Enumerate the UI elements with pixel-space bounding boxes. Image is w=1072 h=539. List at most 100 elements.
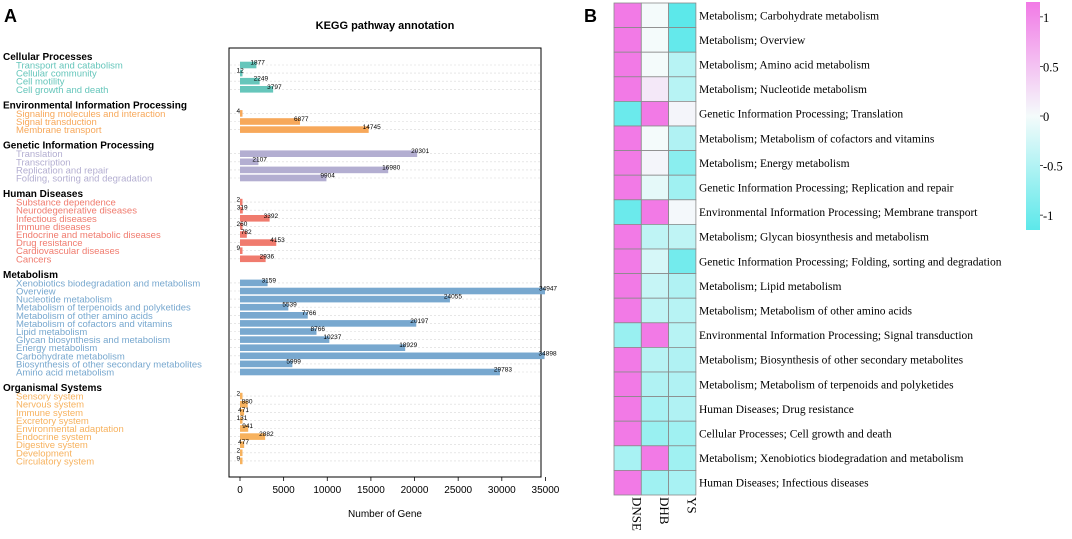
category-label: Biosynthesis of other secondary metaboli…	[16, 359, 202, 370]
heatmap-row-labels: Metabolism; Carbohydrate metabolism Metab…	[699, 10, 1002, 489]
category-label: Cellular community	[16, 69, 97, 80]
heatmap-cell	[668, 248, 697, 275]
bar-value-label: 12	[237, 68, 245, 75]
bar	[240, 409, 245, 416]
colorbar-tick-label: 0.5	[1043, 60, 1059, 74]
heatmap-row-label: Genetic Information Processing; Translat…	[699, 109, 903, 121]
colorbar	[1026, 2, 1040, 230]
category-label: Infectious diseases	[16, 214, 97, 225]
heatmap-cell	[668, 27, 697, 53]
heatmap-cell	[640, 297, 669, 324]
category-label: Translation	[16, 149, 63, 160]
heatmap-cell	[613, 346, 642, 373]
category-label: Circulatory system	[16, 456, 94, 467]
heatmap-cell	[640, 469, 669, 496]
category-label: Substance dependence	[16, 198, 116, 209]
heatmap-cell	[613, 2, 642, 29]
bar	[240, 247, 243, 254]
heatmap-cell	[668, 223, 697, 250]
category-label: Overview	[16, 287, 56, 298]
bar	[240, 215, 270, 222]
heatmap-cell	[668, 2, 697, 29]
heatmap-cell	[613, 223, 642, 250]
heatmap-row-label: Metabolism; Energy metabolism	[699, 158, 850, 170]
plot-frame	[228, 47, 542, 478]
bar-series: 1877122249379746877147452030121071698099…	[237, 60, 557, 465]
category-label: Signal transduction	[16, 117, 97, 128]
x-tick-label: 0	[237, 485, 243, 496]
bar-value-label: 4	[237, 108, 241, 115]
bar-value-label: 9	[237, 455, 241, 462]
panel-b-label: B	[584, 6, 597, 26]
category-label: Transcription	[16, 157, 71, 168]
heatmap-cell	[613, 174, 642, 201]
bar	[240, 344, 406, 351]
bar	[240, 449, 243, 457]
bar	[240, 77, 260, 85]
heatmap-cell	[640, 51, 669, 78]
bar-value-label: 2107	[252, 156, 267, 163]
bar	[240, 312, 308, 319]
heatmap-cell	[668, 297, 697, 324]
heatmap-row-label: Metabolism; Xenobiotics biodegradation a…	[699, 453, 964, 465]
bar	[240, 303, 289, 311]
heatmap-cell	[640, 420, 669, 447]
bar-value-label: 477	[238, 439, 249, 446]
heatmap-cell	[613, 297, 642, 324]
colorbar-tick-label: 1	[1043, 11, 1049, 25]
colorbar-tick-label: -0.5	[1043, 160, 1063, 174]
bar	[240, 360, 293, 368]
category-label: Development	[16, 448, 72, 459]
bar	[240, 231, 247, 238]
heatmap-cell	[613, 322, 642, 348]
heatmap-row-label: Metabolism; Overview	[699, 35, 806, 47]
heatmap-cell	[640, 199, 669, 225]
heatmap-column-label: DNSE	[630, 497, 645, 531]
bar-value-label: 6877	[294, 116, 309, 123]
category-label: Amino acid metabolism	[16, 368, 114, 379]
heatmap-cell	[640, 27, 669, 53]
bar-value-label: 5539	[282, 302, 297, 309]
group-heading: Cellular Processes	[3, 52, 93, 63]
heatmap-row-label: Metabolism; Carbohydrate metabolism	[699, 10, 879, 22]
heatmap-cell	[668, 273, 697, 299]
bar	[240, 118, 301, 125]
heatmap-cell	[640, 396, 669, 422]
heatmap-cells	[613, 2, 697, 496]
heatmap-cell	[613, 101, 642, 127]
category-label: Cell motility	[16, 77, 65, 88]
category-label: Drug resistance	[16, 238, 83, 249]
heatmap-row-label: Metabolism; Amino acid metabolism	[699, 60, 870, 72]
bar-value-label: 2	[237, 197, 241, 204]
bar-value-label: 18929	[399, 342, 417, 349]
category-label: Transport and catabolism	[16, 61, 123, 72]
bar-value-label: 3797	[267, 84, 282, 91]
bar-value-label: 4153	[270, 237, 285, 244]
bar-value-label: 20197	[410, 318, 428, 325]
bar-value-label: 2249	[254, 76, 269, 83]
heatmap-cell	[613, 51, 642, 78]
heatmap-cell	[613, 469, 642, 496]
category-label: Immune diseases	[16, 222, 91, 233]
heatmap-cell	[668, 51, 697, 78]
colorbar-ticks: 1 0.5 0 -0.5 -1	[1040, 11, 1063, 223]
heatmap-row-label: Metabolism; Biosynthesis of other second…	[699, 355, 964, 367]
category-label: Replication and repair	[16, 165, 108, 176]
bar-value-label: 5999	[286, 358, 301, 365]
category-label: Metabolism of terpenoids and polyketides	[16, 303, 191, 314]
bar	[240, 352, 545, 360]
category-label: Endocrine system	[16, 432, 92, 443]
category-label: Cancers	[16, 254, 52, 265]
heatmap-cell	[668, 125, 697, 152]
bar	[240, 61, 257, 69]
category-label: Folding, sorting and degradation	[16, 174, 152, 185]
heatmap-cell	[613, 27, 642, 53]
heatmap-row-label: Genetic Information Processing; Folding,…	[699, 256, 1002, 268]
heatmap-cell	[613, 76, 642, 102]
heatmap-cell	[668, 76, 697, 102]
heatmap-cell	[668, 445, 697, 471]
bar-value-label: 24055	[444, 294, 462, 301]
heatmap-cell	[640, 2, 669, 29]
heatmap-cell	[613, 396, 642, 422]
